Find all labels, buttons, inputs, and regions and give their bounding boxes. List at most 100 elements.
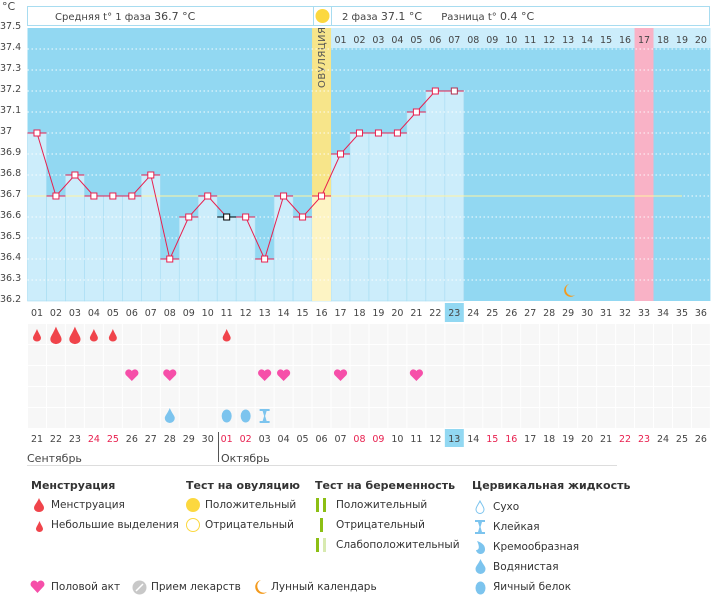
event-cell	[578, 387, 597, 407]
event-cell	[691, 324, 710, 344]
temperature-point	[299, 213, 307, 221]
calendar-date: 25	[676, 434, 688, 445]
event-cell	[122, 387, 141, 407]
temperature-plot: ОВУЛЯЦИЯ 01 02 03 04 05 06 07 08 09 10 11 12 13 14 15 16…	[27, 27, 711, 447]
event-cell	[179, 324, 198, 344]
event-cell	[350, 324, 369, 344]
temperature-bar	[197, 195, 218, 302]
event-cell	[274, 345, 293, 365]
calendar-date: 22	[50, 434, 62, 445]
cervical-eggwhite-icon	[221, 409, 232, 423]
event-cell	[464, 324, 483, 344]
event-cell	[521, 408, 540, 428]
event-cell	[46, 366, 65, 386]
temperature-point	[431, 87, 439, 95]
legend-pregnancy-weak: Слабоположительный	[336, 539, 460, 551]
calendar-date: 30	[202, 434, 214, 445]
cycle-day-number: 21	[410, 308, 422, 319]
event-cell	[198, 324, 217, 344]
menstruation-large-icon	[50, 326, 62, 345]
moon-icon	[255, 580, 267, 594]
cycle-day-number: 24	[467, 308, 479, 319]
pregnancy-positive-icon	[316, 498, 326, 512]
event-cell	[217, 366, 236, 386]
legend-menstruation: Менструация	[51, 499, 125, 511]
cycle-day-number: 05	[107, 308, 119, 319]
calendar-date: 01	[221, 434, 233, 445]
cycle-day-number: 35	[676, 308, 688, 319]
event-cell	[578, 324, 597, 344]
event-cell	[65, 366, 84, 386]
unit-label: °C	[2, 0, 16, 13]
calendar-date: 28	[164, 434, 176, 445]
temperature-point	[185, 213, 193, 221]
phase1-label: Средняя t° 1 фаза	[55, 12, 151, 23]
calendar-date: 15	[486, 434, 498, 445]
event-cell	[46, 408, 65, 428]
event-cell	[141, 387, 160, 407]
event-cell	[369, 387, 388, 407]
event-cell	[141, 345, 160, 365]
event-cell	[179, 387, 198, 407]
event-cell	[369, 324, 388, 344]
event-cell	[654, 324, 672, 344]
event-cell	[236, 324, 255, 344]
event-cell	[540, 366, 559, 386]
calendar-date: 24	[657, 434, 669, 445]
event-cell	[483, 324, 502, 344]
current-day-highlight	[444, 303, 464, 322]
phase2-day-number: 03	[372, 35, 384, 46]
event-cell	[369, 345, 388, 365]
cycle-day-number: 30	[581, 308, 593, 319]
calendar-date: 07	[334, 434, 346, 445]
event-cell	[654, 345, 672, 365]
event-cell	[236, 387, 255, 407]
month-october: Октябрь	[221, 452, 270, 465]
event-cell	[103, 366, 122, 386]
event-cell	[236, 345, 255, 365]
y-tick-label: 36.2	[0, 294, 22, 305]
event-cell	[464, 387, 483, 407]
temperature-point	[71, 171, 79, 179]
event-cell	[179, 366, 198, 386]
event-cell	[672, 408, 691, 428]
event-cell	[445, 345, 464, 365]
cycle-day-number: 13	[259, 308, 271, 319]
event-cell	[293, 366, 312, 386]
event-cell	[540, 345, 559, 365]
cycle-day-number: 14	[278, 308, 290, 319]
event-cell	[198, 387, 217, 407]
phase2-day-number: 18	[657, 35, 669, 46]
cycle-day-number: 36	[695, 308, 707, 319]
ovulation-negative-icon	[186, 518, 200, 532]
cycle-day-number: 22	[429, 308, 441, 319]
legend-cervical-dry: Сухо	[493, 501, 520, 513]
calendar-date: 26	[126, 434, 138, 445]
event-cell	[407, 345, 426, 365]
cycle-day-number: 26	[505, 308, 517, 319]
phase2-day-number: 07	[448, 35, 460, 46]
event-cell	[179, 345, 198, 365]
event-cell	[502, 366, 521, 386]
event-cell	[160, 345, 179, 365]
temperature-bar	[122, 195, 142, 302]
calendar-date: 12	[429, 434, 441, 445]
calendar-date: 10	[391, 434, 403, 445]
event-cell	[84, 387, 103, 407]
event-cell	[483, 345, 502, 365]
y-tick-label: 37.4	[0, 42, 22, 53]
temperature-point	[52, 192, 60, 200]
event-cell	[179, 408, 198, 428]
phase2-day-number: 13	[562, 35, 574, 46]
legend-pregnancy-positive: Положительный	[336, 499, 428, 511]
calendar-date: 18	[543, 434, 555, 445]
cycle-day-number: 10	[202, 308, 214, 319]
event-cell	[597, 345, 616, 365]
event-cell	[597, 366, 616, 386]
cycle-day-number: 31	[600, 308, 612, 319]
sun-icon	[315, 9, 330, 23]
cycle-day-number: 11	[221, 308, 233, 319]
event-cell	[691, 366, 710, 386]
legend-cervical-eggwhite: Яичный белок	[493, 581, 572, 593]
